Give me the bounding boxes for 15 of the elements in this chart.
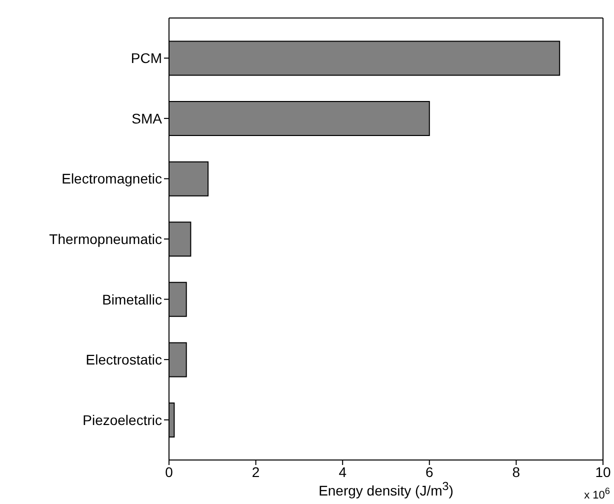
y-tick-label: Electromagnetic [62, 170, 162, 187]
x-tick-label: 10 [595, 464, 611, 480]
x-tick-label: 6 [426, 464, 434, 480]
y-tick-label: Thermopneumatic [49, 230, 162, 247]
x-tick-label: 8 [512, 464, 520, 480]
x-tick-label: 4 [338, 464, 347, 480]
y-tick-label: SMA [132, 110, 163, 126]
y-tick-label: Bimetallic [102, 291, 162, 308]
y-tick-label: PCM [130, 50, 162, 66]
x-axis-title: Energy density (J/m$^{3}$) [318, 480, 454, 499]
text: x 10$^{6}$ [584, 486, 610, 502]
y-tick-label: Piezoelectric [82, 412, 162, 428]
y-tick-label: Electrostatic [86, 352, 162, 368]
x-tick-label: 2 [252, 464, 260, 480]
x-tick-label: 0 [165, 464, 174, 480]
